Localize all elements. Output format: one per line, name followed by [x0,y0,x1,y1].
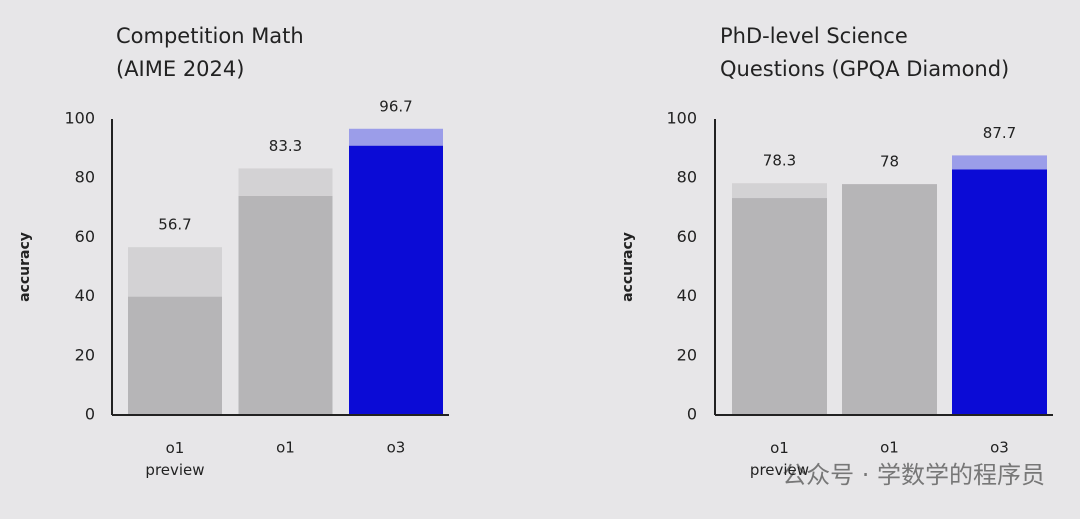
y-tick-label: 100 [666,109,697,128]
bar-segment [349,145,443,415]
x-tick-label: o1 [276,439,295,457]
value-label: 87.7 [983,124,1016,142]
y-axis-label: accuracy [620,232,636,302]
bar-segment [128,247,222,297]
bar-segment [238,168,333,196]
chart-title: (AIME 2024) [116,57,244,81]
y-axis-label: accuracy [17,232,33,302]
y-tick-label: 0 [85,405,95,424]
y-tick-label: 80 [677,168,697,187]
y-tick-label: 0 [687,405,697,424]
y-tick-label: 40 [75,286,95,305]
bar-segment [732,183,827,199]
watermark: 公众号 · 学数学的程序员 [782,461,1045,489]
x-tick-label: o3 [387,439,406,457]
chart-title: Competition Math [116,24,304,48]
y-tick-label: 40 [677,286,697,305]
y-tick-label: 80 [75,168,95,187]
value-label: 56.7 [158,216,191,234]
y-tick-label: 100 [64,109,95,128]
bar-segment [952,169,1047,415]
bar-segment [349,128,443,146]
y-tick-label: 60 [677,227,697,246]
x-tick-label: o1 [880,439,899,457]
x-tick-label: o1 preview [145,439,204,479]
bar-segment [952,155,1047,170]
x-tick-label: o3 [990,439,1009,457]
value-label: 83.3 [269,137,302,155]
value-label: 78 [880,153,899,171]
x-tick-label: o1 preview [750,439,809,479]
y-tick-label: 60 [75,227,95,246]
bar-segment [842,184,937,415]
bar-segment [238,195,333,415]
value-label: 96.7 [379,97,412,115]
y-tick-label: 20 [677,345,697,364]
bar-segment [732,198,827,415]
chart-title: PhD-level Science [720,24,908,48]
chart-title: Questions (GPQA Diamond) [720,57,1009,81]
y-tick-label: 20 [75,345,95,364]
bar-segment [128,296,222,415]
value-label: 78.3 [763,152,796,170]
